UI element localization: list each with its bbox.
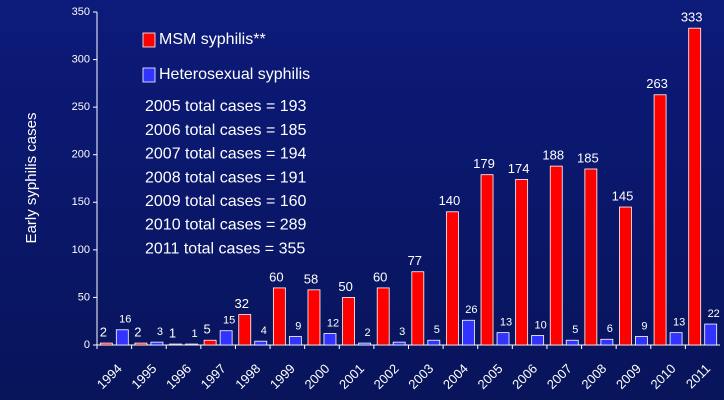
value-label: 5 (434, 324, 440, 336)
bar (462, 319, 475, 346)
y-tick-label: 300 (72, 53, 90, 65)
value-label: 145 (612, 188, 634, 203)
bar (376, 287, 390, 346)
value-label: 3 (157, 326, 163, 338)
bar (115, 329, 129, 346)
value-label: 13 (673, 317, 685, 329)
value-label: 9 (295, 320, 301, 332)
bar (600, 338, 614, 346)
bar (307, 289, 321, 346)
value-label: 3 (399, 326, 405, 338)
bar (203, 339, 217, 346)
bar (619, 206, 632, 346)
legend-swatch (142, 67, 156, 83)
y-tick-label: 350 (72, 6, 90, 18)
value-label: 50 (338, 279, 352, 294)
annotation: 2009 total cases = 160 (145, 193, 307, 210)
bar (515, 179, 529, 346)
value-label: 22 (708, 308, 720, 320)
bar (688, 27, 702, 346)
bar (635, 336, 648, 346)
bar (323, 333, 337, 346)
value-label: 60 (269, 269, 283, 284)
bar (411, 271, 425, 346)
bar (219, 330, 233, 346)
y-tick-label: 0 (84, 339, 90, 351)
value-label: 5 (572, 324, 578, 336)
bar (99, 342, 113, 346)
value-label: 58 (304, 271, 318, 286)
value-label: 2 (100, 325, 107, 340)
annotation: 2007 total cases = 194 (145, 146, 307, 163)
bar (185, 343, 198, 346)
bar (150, 341, 164, 346)
bar (169, 343, 182, 346)
bar (549, 165, 563, 346)
bar (134, 342, 148, 346)
y-tick-label: 100 (72, 244, 90, 256)
value-label: 140 (439, 193, 461, 208)
legend-swatch (142, 32, 156, 48)
bar (342, 297, 355, 346)
value-label: 32 (235, 296, 249, 311)
value-label: 13 (500, 317, 512, 329)
value-label: 185 (577, 150, 599, 165)
legend-label: MSM syphilis** (159, 31, 266, 48)
bar (584, 168, 598, 346)
value-label: 6 (607, 323, 613, 335)
bar (358, 342, 371, 346)
bar (496, 332, 510, 346)
y-tick-label: 200 (72, 149, 90, 161)
value-label: 12 (327, 317, 339, 329)
y-tick-label: 150 (72, 196, 90, 208)
bar (704, 323, 718, 346)
value-label: 10 (535, 319, 547, 331)
annotation: 2006 total cases = 185 (145, 122, 307, 139)
value-label: 26 (465, 304, 477, 316)
bar (446, 211, 459, 346)
value-label: 16 (119, 314, 131, 326)
value-label: 2 (365, 327, 371, 339)
bar (565, 339, 579, 346)
annotation: 2010 total cases = 289 (145, 217, 307, 234)
bar (238, 314, 252, 346)
bar (288, 336, 302, 346)
value-label: 263 (646, 76, 668, 91)
value-label: 1 (169, 325, 176, 340)
value-label: 60 (373, 269, 387, 284)
bar (272, 287, 286, 346)
value-label: 77 (408, 253, 422, 268)
value-label: 188 (542, 148, 564, 163)
bar (392, 341, 406, 346)
bar (531, 335, 545, 346)
bar (480, 174, 494, 346)
y-axis-label: Early syphilis cases (23, 113, 40, 244)
bar (254, 340, 268, 346)
bar (427, 339, 441, 346)
y-tick-label: 50 (78, 291, 90, 303)
annotation: 2011 total cases = 355 (145, 240, 305, 257)
y-tick-label: 250 (72, 101, 90, 113)
value-label: 179 (473, 156, 495, 171)
value-label: 174 (508, 161, 530, 176)
value-label: 1 (191, 328, 197, 340)
bar (653, 94, 667, 346)
value-label: 2 (134, 325, 141, 340)
legend-label: Heterosexual syphilis (159, 66, 310, 83)
value-label: 333 (681, 10, 703, 25)
value-label: 15 (223, 315, 235, 327)
bar (669, 332, 683, 346)
value-label: 5 (204, 322, 211, 337)
value-label: 9 (641, 320, 647, 332)
value-label: 4 (261, 325, 267, 337)
annotation: 2008 total cases = 191 (145, 169, 307, 186)
annotation: 2005 total cases = 193 (145, 98, 307, 115)
